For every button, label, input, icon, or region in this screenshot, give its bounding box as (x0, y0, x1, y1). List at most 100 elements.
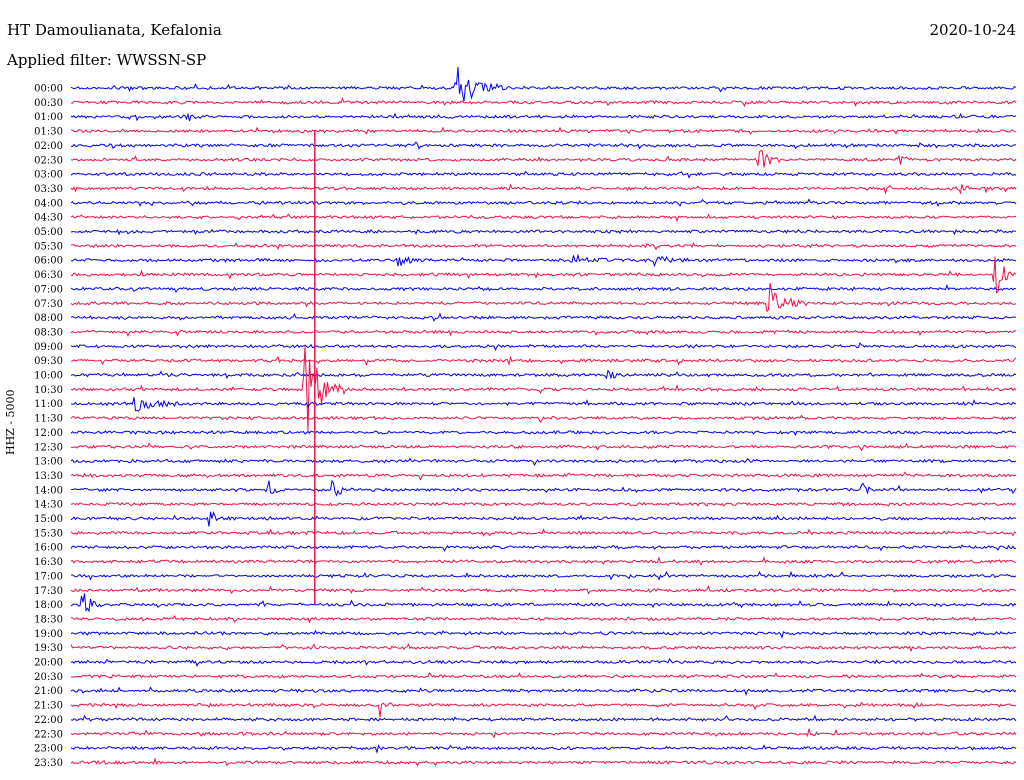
trace-0430 (70, 213, 1017, 223)
filter-label: Applied filter: WWSSN-SP (7, 51, 207, 69)
time-label-1800: 18:00 (34, 600, 63, 611)
trace-2030 (71, 671, 1017, 679)
time-label-1100: 11:00 (34, 399, 63, 410)
time-label-2200: 22:00 (34, 715, 63, 726)
trace-1400 (70, 479, 1017, 497)
time-label-0530: 05:30 (34, 241, 63, 252)
time-label-2300: 23:00 (34, 744, 63, 755)
trace-2230 (70, 728, 1017, 739)
trace-0030 (70, 97, 1017, 108)
trace-0730 (70, 282, 1017, 313)
trace-1630 (70, 556, 1017, 567)
trace-0700 (70, 283, 1017, 294)
time-label-1600: 16:00 (34, 543, 63, 554)
trace-2130 (70, 701, 1017, 717)
trace-0600 (70, 253, 1017, 268)
time-label-2000: 20:00 (34, 658, 63, 669)
time-label-1300: 13:00 (34, 457, 63, 468)
time-label-1900: 19:00 (34, 629, 63, 640)
trace-1730 (70, 585, 1017, 595)
time-label-0430: 04:30 (34, 213, 63, 224)
trace-1930 (70, 643, 1017, 653)
time-label-1830: 18:30 (34, 614, 63, 625)
trace-1100 (71, 397, 1017, 412)
time-label-1430: 14:30 (34, 500, 63, 511)
trace-0400 (70, 198, 1017, 207)
trace-0200 (70, 141, 1017, 150)
time-label-1530: 15:30 (34, 528, 63, 539)
trace-1530 (70, 528, 1017, 537)
trace-1600 (70, 544, 1017, 552)
trace-0930 (70, 355, 1017, 367)
trace-0800 (70, 312, 1017, 322)
time-label-2230: 22:30 (34, 729, 63, 740)
time-label-0800: 08:00 (34, 313, 63, 324)
trace-2100 (70, 686, 1017, 696)
time-label-0830: 08:30 (34, 327, 63, 338)
trace-1230 (70, 442, 1017, 452)
trace-2200 (70, 714, 1017, 722)
time-label-1200: 12:00 (34, 428, 63, 439)
trace-0500 (70, 228, 1017, 236)
trace-1830 (70, 614, 1017, 624)
time-label-0230: 02:30 (34, 155, 63, 166)
trace-1200 (70, 429, 1017, 437)
trace-0630 (70, 256, 1017, 294)
trace-lines (70, 67, 1017, 767)
trace-0000 (70, 67, 1017, 102)
station-title: HT Damoulianata, Kefalonia (7, 21, 222, 39)
trace-1130 (70, 414, 1017, 424)
time-label-0030: 00:30 (34, 98, 63, 109)
time-label-0630: 06:30 (34, 270, 63, 281)
trace-2300 (70, 744, 1017, 755)
time-label-0700: 07:00 (34, 284, 63, 295)
trace-0230 (70, 149, 1017, 168)
time-label-0900: 09:00 (34, 342, 63, 353)
trace-1330 (70, 471, 1017, 481)
time-label-1000: 10:00 (34, 371, 63, 382)
time-label-2030: 20:30 (34, 672, 63, 683)
trace-1300 (70, 457, 1017, 467)
time-label-1630: 16:30 (34, 557, 63, 568)
trace-0530 (70, 242, 1017, 251)
trace-0830 (70, 329, 1017, 338)
time-label-0330: 03:30 (34, 184, 63, 195)
time-label-1700: 17:00 (34, 571, 63, 582)
trace-1000 (70, 369, 1017, 380)
trace-0300 (70, 170, 1017, 179)
time-label-0730: 07:30 (34, 299, 63, 310)
time-label-0100: 01:00 (34, 112, 63, 123)
trace-1800 (70, 593, 1017, 613)
trace-0130 (70, 126, 1017, 135)
time-label-0130: 01:30 (34, 127, 63, 138)
trace-0100 (70, 112, 1017, 122)
trace-1900 (70, 629, 1017, 639)
trace-1700 (71, 570, 1017, 581)
time-label-2130: 21:30 (34, 701, 63, 712)
trace-1430 (70, 501, 1017, 507)
time-label-1030: 10:30 (34, 385, 63, 396)
trace-0330 (70, 183, 1017, 195)
time-label-1500: 15:00 (34, 514, 63, 525)
trace-1500 (70, 511, 1017, 527)
time-label-1230: 12:30 (34, 442, 63, 453)
trace-2000 (70, 657, 1017, 668)
time-label-0300: 03:00 (34, 170, 63, 181)
trace-0900 (70, 341, 1017, 351)
trace-1030 (70, 346, 1017, 432)
time-label-0500: 05:00 (34, 227, 63, 238)
time-label-2100: 21:00 (34, 686, 63, 697)
time-label-0000: 00:00 (34, 84, 63, 95)
time-label-1730: 17:30 (34, 586, 63, 597)
trace-2330 (70, 757, 1017, 767)
time-label-0600: 06:00 (34, 256, 63, 267)
time-label-0400: 04:00 (34, 198, 63, 209)
time-label-1130: 11:30 (34, 414, 63, 425)
time-label-1330: 13:30 (34, 471, 63, 482)
time-label-0930: 09:30 (34, 356, 63, 367)
time-label-1400: 14:00 (34, 485, 63, 496)
date-label: 2020-10-24 (929, 21, 1016, 39)
time-labels: 00:00 00:30 01:00 01:30 02:00 02:30 03:00 03:30… (34, 84, 63, 769)
time-label-1930: 19:30 (34, 643, 63, 654)
